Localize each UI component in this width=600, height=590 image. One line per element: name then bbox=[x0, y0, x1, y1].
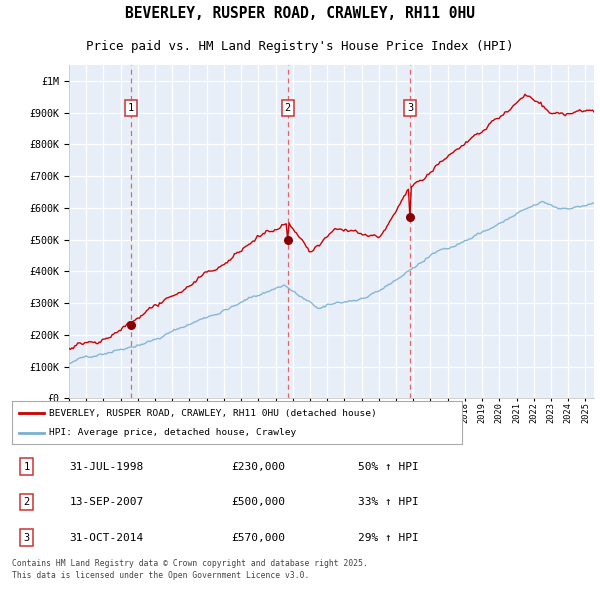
Text: BEVERLEY, RUSPER ROAD, CRAWLEY, RH11 0HU (detached house): BEVERLEY, RUSPER ROAD, CRAWLEY, RH11 0HU… bbox=[49, 409, 377, 418]
Text: HPI: Average price, detached house, Crawley: HPI: Average price, detached house, Craw… bbox=[49, 428, 296, 437]
Text: 2: 2 bbox=[23, 497, 29, 507]
Text: Price paid vs. HM Land Registry's House Price Index (HPI): Price paid vs. HM Land Registry's House … bbox=[86, 40, 514, 53]
Text: 50% ↑ HPI: 50% ↑ HPI bbox=[358, 461, 418, 471]
Text: Contains HM Land Registry data © Crown copyright and database right 2025.
This d: Contains HM Land Registry data © Crown c… bbox=[12, 559, 368, 580]
Text: BEVERLEY, RUSPER ROAD, CRAWLEY, RH11 0HU: BEVERLEY, RUSPER ROAD, CRAWLEY, RH11 0HU bbox=[125, 6, 475, 21]
Text: £500,000: £500,000 bbox=[231, 497, 285, 507]
Text: 31-OCT-2014: 31-OCT-2014 bbox=[70, 533, 144, 543]
Text: 33% ↑ HPI: 33% ↑ HPI bbox=[358, 497, 418, 507]
Text: 2: 2 bbox=[284, 103, 291, 113]
Text: £230,000: £230,000 bbox=[231, 461, 285, 471]
Text: 31-JUL-1998: 31-JUL-1998 bbox=[70, 461, 144, 471]
Text: 13-SEP-2007: 13-SEP-2007 bbox=[70, 497, 144, 507]
Text: £570,000: £570,000 bbox=[231, 533, 285, 543]
Text: 3: 3 bbox=[407, 103, 413, 113]
Text: 1: 1 bbox=[127, 103, 134, 113]
Text: 1: 1 bbox=[23, 461, 29, 471]
Text: 29% ↑ HPI: 29% ↑ HPI bbox=[358, 533, 418, 543]
Text: 3: 3 bbox=[23, 533, 29, 543]
